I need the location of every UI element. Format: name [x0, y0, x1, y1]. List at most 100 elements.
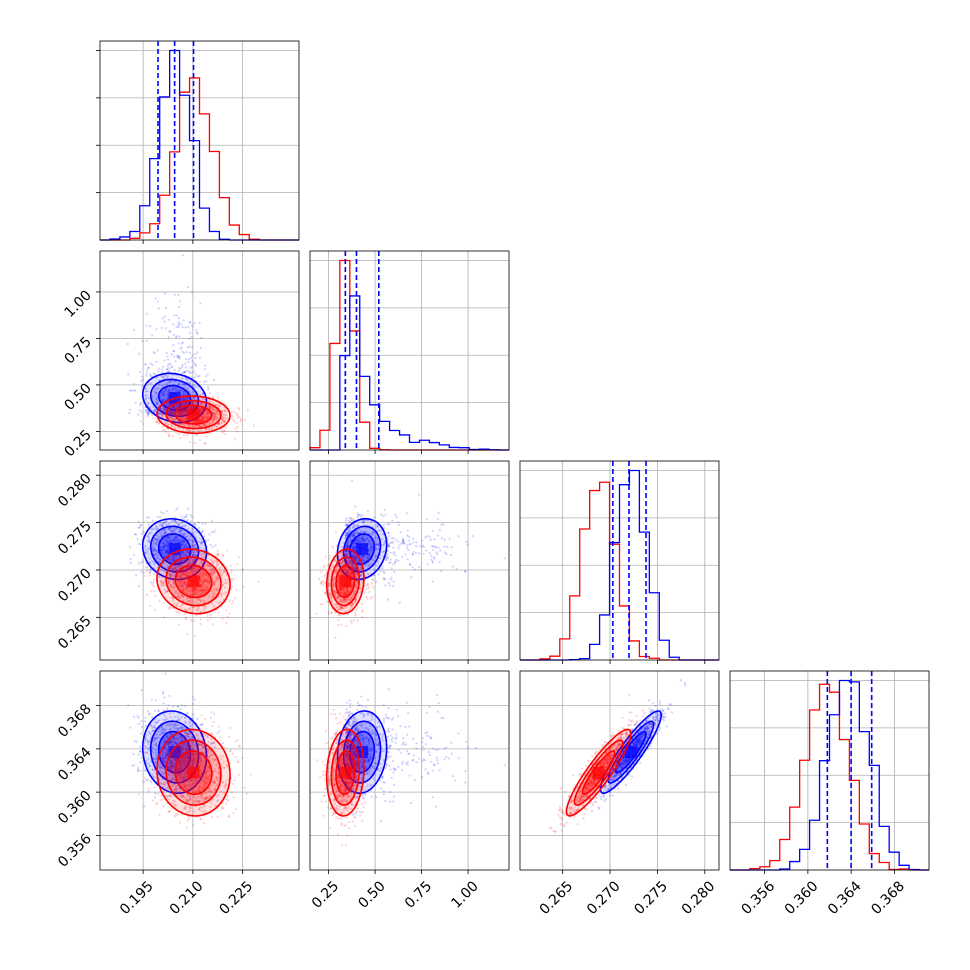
- sample-point-red: [167, 423, 170, 426]
- sample-point-blue: [170, 365, 173, 368]
- sample-point-red: [172, 588, 175, 591]
- sample-point-blue: [391, 541, 394, 544]
- sample-point-blue: [193, 569, 197, 572]
- sample-point-blue: [184, 409, 187, 412]
- sample-point-blue: [171, 567, 174, 570]
- sample-point-blue: [191, 545, 194, 548]
- sample-point-blue: [185, 513, 189, 516]
- sample-point-red: [210, 419, 213, 422]
- sample-point-red: [211, 402, 214, 405]
- sample-point-blue: [172, 555, 176, 558]
- sample-point-blue: [156, 515, 159, 519]
- sample-point-red: [223, 429, 226, 432]
- sample-point-red: [217, 405, 220, 408]
- sample-point-blue: [356, 512, 359, 515]
- sample-point-red: [217, 601, 220, 604]
- sample-point-blue: [165, 551, 168, 554]
- sample-point-blue: [182, 552, 185, 556]
- sample-point-blue: [168, 330, 171, 334]
- sample-point-blue: [187, 551, 190, 554]
- sample-point-blue: [168, 559, 172, 563]
- sample-point-blue: [396, 521, 400, 524]
- sample-point-red: [187, 589, 190, 593]
- sample-point-blue: [175, 405, 178, 408]
- sample-point-blue: [214, 544, 217, 547]
- sample-point-red: [216, 426, 219, 429]
- sample-point-blue: [176, 541, 179, 544]
- sample-point-blue: [405, 512, 409, 515]
- sample-point-red: [211, 570, 214, 573]
- sample-point-blue: [457, 535, 460, 538]
- sample-point-red: [184, 575, 188, 578]
- sample-point-red: [216, 416, 219, 419]
- sample-point-red: [204, 428, 207, 432]
- sample-point-blue: [415, 541, 418, 544]
- sample-point-blue: [171, 412, 175, 416]
- sample-point-red: [168, 558, 171, 561]
- sample-point-red: [192, 424, 195, 427]
- sample-point-blue: [167, 558, 170, 561]
- sample-point-red: [225, 582, 228, 585]
- sample-point-red: [169, 415, 172, 419]
- sample-point-blue: [165, 550, 168, 553]
- sample-point-red: [175, 431, 178, 434]
- sample-point-red: [196, 606, 199, 610]
- sample-point-blue: [160, 391, 163, 395]
- sample-point-red: [207, 587, 210, 591]
- sample-point-blue: [190, 406, 193, 409]
- sample-point-blue: [181, 410, 184, 413]
- sample-point-red: [193, 420, 196, 423]
- sample-point-blue: [177, 389, 180, 393]
- sample-point-blue: [193, 370, 196, 373]
- sample-point-red: [212, 568, 215, 571]
- sample-point-red: [214, 409, 217, 412]
- sample-point-blue: [159, 407, 162, 410]
- sample-point-blue: [149, 581, 153, 584]
- sample-point-blue: [177, 293, 180, 297]
- sample-point-red: [184, 398, 187, 401]
- sample-point-blue: [163, 538, 166, 541]
- sample-point-blue: [156, 534, 159, 537]
- sample-point-red: [191, 589, 195, 592]
- sample-point-red: [167, 582, 170, 585]
- sample-point-blue: [171, 387, 174, 390]
- sample-point-red: [202, 418, 205, 421]
- sample-point-blue: [172, 387, 175, 390]
- sample-point-red: [181, 412, 184, 415]
- sample-point-red: [185, 409, 189, 412]
- sample-point-red: [217, 611, 220, 614]
- sample-point-red: [195, 567, 198, 570]
- sample-point-blue: [167, 541, 170, 544]
- sample-point-blue: [139, 401, 142, 404]
- sample-point-blue: [159, 558, 162, 561]
- sample-point-blue: [171, 556, 174, 559]
- sample-point-blue: [207, 400, 210, 403]
- sample-point-red: [193, 425, 196, 429]
- sample-point-red: [199, 579, 202, 583]
- sample-point-red: [179, 584, 182, 587]
- sample-point-blue: [172, 344, 175, 347]
- sample-point-blue: [204, 522, 207, 525]
- sample-point-blue: [148, 561, 151, 564]
- sample-point-red: [184, 401, 187, 404]
- sample-point-blue: [154, 553, 157, 556]
- sample-point-red: [220, 595, 223, 598]
- sample-point-red: [208, 415, 211, 418]
- sample-point-blue: [134, 389, 137, 392]
- sample-point-blue: [168, 537, 171, 540]
- sample-point-blue: [178, 561, 181, 564]
- sample-point-blue: [162, 512, 165, 515]
- sample-point-red: [200, 410, 203, 413]
- sample-point-blue: [163, 398, 166, 402]
- sample-point-blue: [156, 556, 159, 559]
- sample-point-blue: [146, 550, 149, 553]
- sample-point-blue: [171, 520, 174, 523]
- sample-point-red: [216, 396, 219, 399]
- sample-point-blue: [149, 325, 152, 328]
- sample-point-blue: [181, 350, 184, 353]
- sample-point-blue: [158, 412, 161, 415]
- sample-point-red: [191, 401, 194, 404]
- y-tick-label: 0.275: [55, 518, 95, 558]
- sample-point-blue: [425, 535, 429, 538]
- sample-point-red: [150, 590, 153, 593]
